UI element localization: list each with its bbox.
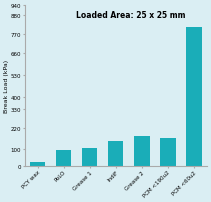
Bar [56,151,71,166]
Bar [30,162,45,166]
Bar [82,148,97,166]
Bar [160,138,176,166]
Bar [108,141,123,166]
Y-axis label: Break Load (kPa): Break Load (kPa) [4,60,9,113]
Bar [134,136,150,166]
Text: Loaded Area: 25 x 25 mm: Loaded Area: 25 x 25 mm [76,11,185,20]
Bar [186,28,202,166]
